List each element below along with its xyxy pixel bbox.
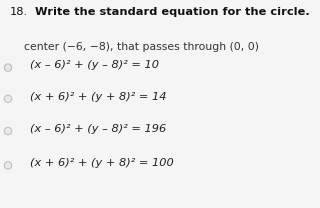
Ellipse shape [4,127,12,135]
Text: (x + 6)² + (y + 8)² = 14: (x + 6)² + (y + 8)² = 14 [30,92,167,102]
Text: Write the standard equation for the circle.: Write the standard equation for the circ… [31,7,310,17]
Text: (x – 6)² + (y – 8)² = 10: (x – 6)² + (y – 8)² = 10 [30,60,159,70]
Text: center (−6, −8), that passes through (0, 0): center (−6, −8), that passes through (0,… [10,42,259,52]
Ellipse shape [4,162,12,169]
Ellipse shape [4,95,12,103]
Text: (x + 6)² + (y + 8)² = 100: (x + 6)² + (y + 8)² = 100 [30,158,174,168]
Ellipse shape [4,64,12,71]
Text: (x – 6)² + (y – 8)² = 196: (x – 6)² + (y – 8)² = 196 [30,124,167,134]
Text: 18.: 18. [10,7,28,17]
